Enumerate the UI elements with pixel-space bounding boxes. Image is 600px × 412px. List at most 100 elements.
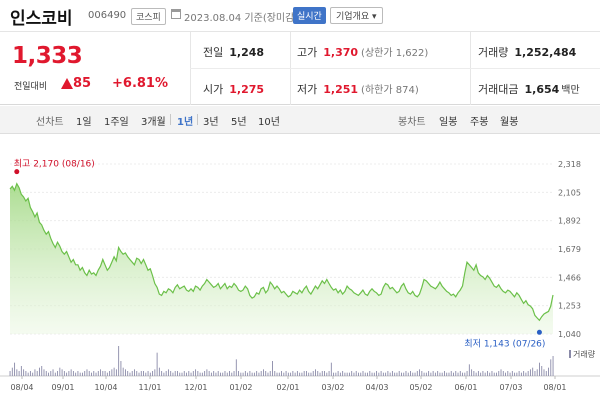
volume-bar: [97, 371, 99, 376]
volume-bar: [317, 371, 319, 376]
volume-bar: [520, 372, 522, 376]
volume-bar: [358, 372, 359, 376]
candle-chart-label: 봉차트: [398, 117, 426, 128]
volume-bar: [410, 371, 411, 376]
divider: [170, 114, 171, 125]
volume-bar: [50, 371, 52, 376]
volume-bar: [115, 369, 117, 376]
y-tick-label: 2,318: [558, 160, 581, 169]
volume-bar: [204, 371, 206, 376]
candle-daily[interactable]: 일봉: [439, 117, 458, 128]
volume-bar: [321, 371, 323, 376]
volume-label: 거래량: [478, 46, 509, 59]
min-marker: [536, 329, 542, 335]
volume-bar: [16, 369, 18, 376]
volume-bar: [127, 371, 129, 376]
period-1y[interactable]: 1년: [177, 117, 194, 128]
volume-bar: [285, 371, 287, 376]
volume-bar: [527, 371, 529, 376]
open-cell: 시가 1,275: [203, 81, 264, 97]
up-arrow-icon: [61, 78, 73, 89]
change-percent: +6.81%: [112, 76, 168, 91]
stock-code: 006490: [88, 10, 127, 21]
period-10y[interactable]: 10년: [258, 117, 280, 128]
volume-bar: [229, 371, 230, 376]
volume-bar: [188, 371, 190, 376]
volume-bar: [416, 371, 418, 376]
volume-bar: [303, 371, 305, 376]
volume-bar: [281, 371, 282, 376]
volume-bar: [156, 352, 158, 376]
volume-bar: [181, 372, 183, 376]
volume-bar: [43, 369, 45, 376]
volume-bar: [367, 372, 368, 376]
divider: [190, 68, 600, 69]
volume-bar: [382, 372, 384, 376]
volume-bar: [68, 371, 70, 376]
volume-bar: [235, 359, 237, 376]
realtime-button[interactable]: 실시간: [293, 7, 326, 24]
low-cell: 저가 1,251 (하한가 874): [297, 81, 419, 97]
volume-bar: [330, 362, 332, 376]
volume-bar: [167, 369, 169, 376]
x-tick-label: 10/04: [94, 383, 117, 392]
period-1d[interactable]: 1일: [76, 117, 92, 128]
candle-monthly[interactable]: 월봉: [500, 117, 519, 128]
volume-bar: [294, 372, 296, 376]
volume-bar: [61, 369, 63, 376]
candle-weekly[interactable]: 주봉: [470, 117, 489, 128]
stock-name: 인스코비: [10, 9, 73, 29]
volume-bar: [333, 372, 335, 376]
volume-cell: 거래량 1,252,484: [478, 44, 576, 60]
volume-bar: [423, 372, 425, 376]
volume-bar: [414, 372, 416, 376]
volume-bar: [84, 371, 86, 376]
volume-bar: [529, 369, 531, 376]
x-tick-label: 04/03: [365, 383, 388, 392]
quote-panel: 1,333 전일대비 85 +6.81% 전일 1,248 시가 1,275 고가 1…: [0, 32, 600, 105]
price-chart[interactable]: 최고 2,170 (08/16) 최저 1,143 (07/26) 2,318 2…: [0, 134, 600, 408]
volume-bar: [496, 372, 497, 376]
period-3y[interactable]: 3년: [203, 117, 219, 128]
open-label: 시가: [203, 83, 224, 96]
volume-bar: [274, 371, 276, 376]
period-1w[interactable]: 1주일: [104, 117, 129, 128]
x-tick-label: 06/01: [454, 383, 477, 392]
volume-bar: [543, 369, 545, 376]
volume-bar: [122, 367, 124, 376]
volume-bar: [376, 371, 378, 376]
volume-bar: [52, 369, 54, 376]
market-badge: 코스피: [131, 8, 166, 25]
period-5y[interactable]: 5년: [231, 117, 247, 128]
volume-bar: [509, 372, 511, 376]
calendar-icon: [171, 9, 181, 19]
volume-bar: [134, 369, 135, 376]
volume-bar: [348, 372, 350, 376]
company-info-button[interactable]: 기업개요 ▾: [330, 7, 383, 24]
volume-bar: [136, 371, 138, 376]
lower-limit: (하한가 874): [361, 85, 419, 96]
volume-bar: [170, 371, 172, 376]
volume-bar: [464, 372, 466, 376]
volume-bar: [190, 372, 192, 376]
volume-bar: [491, 371, 493, 376]
prev-close-label: 전일: [203, 46, 224, 59]
volume-bar: [310, 372, 312, 376]
y-tick-label: 1,040: [558, 330, 581, 339]
volume-bar: [222, 372, 224, 376]
volume-bar: [177, 371, 178, 376]
volume-bar: [206, 369, 208, 376]
reference-date: 2023.08.04 기준(장미감): [184, 13, 299, 24]
volume-bar: [106, 372, 108, 376]
current-price: 1,333: [12, 43, 83, 69]
volume-bar: [532, 367, 534, 376]
volume-bar: [475, 372, 477, 376]
volume-bar: [486, 371, 488, 376]
x-tick-label: 01/02: [229, 383, 252, 392]
volume-bar: [256, 371, 258, 376]
volume-bar: [253, 372, 255, 376]
volume-bar: [545, 371, 547, 376]
volume-bar: [516, 372, 518, 376]
amount-cell: 거래대금 1,654 백만: [478, 81, 580, 97]
period-3m[interactable]: 3개월: [141, 117, 166, 128]
